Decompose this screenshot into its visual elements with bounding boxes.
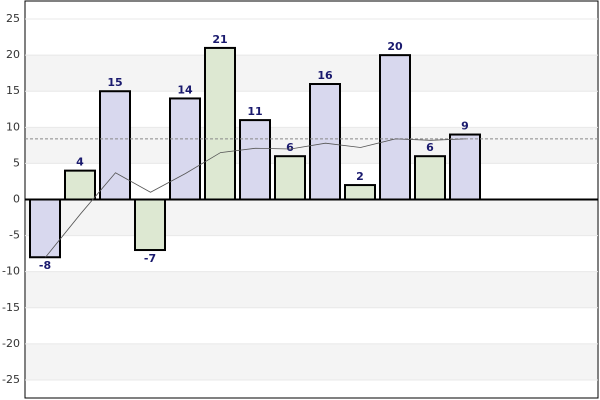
y-tick-label: 0 — [13, 193, 20, 206]
y-tick-label: 20 — [6, 48, 20, 61]
value-label: 4 — [76, 156, 84, 169]
value-label: 21 — [212, 33, 227, 46]
y-tick-label: 10 — [6, 120, 20, 133]
value-label: 15 — [107, 76, 122, 89]
bar — [274, 155, 306, 201]
y-tick-label: -25 — [2, 373, 20, 386]
grid-band — [26, 199, 597, 236]
y-tick-label: -5 — [9, 229, 20, 242]
value-label: -7 — [144, 252, 156, 265]
bar — [64, 169, 96, 201]
value-label: 16 — [317, 69, 333, 82]
grid-band — [26, 271, 597, 308]
bar — [204, 46, 236, 201]
y-tick-label: 15 — [6, 84, 20, 97]
running-line — [45, 138, 466, 258]
y-tick-label: -15 — [2, 301, 20, 314]
bar — [449, 133, 481, 201]
y-tick-label: -20 — [2, 337, 20, 350]
bar — [134, 198, 166, 252]
value-label: -8 — [39, 259, 51, 272]
bar — [29, 198, 61, 259]
value-label: 20 — [387, 40, 403, 53]
bar — [169, 97, 201, 201]
bar — [414, 155, 446, 201]
bar — [309, 83, 341, 201]
bar — [99, 90, 131, 201]
y-tick-label: -10 — [2, 265, 20, 278]
value-label: 11 — [247, 105, 262, 118]
value-label: 6 — [426, 141, 434, 154]
y-tick-label: 25 — [6, 12, 20, 25]
value-label: 6 — [286, 141, 294, 154]
value-label: 2 — [356, 170, 364, 183]
bar — [379, 54, 411, 201]
bar — [344, 184, 376, 201]
y-tick-label: 5 — [13, 156, 20, 169]
value-label: 14 — [177, 83, 193, 96]
grid-band — [26, 343, 597, 380]
value-label: 9 — [461, 120, 469, 133]
bar — [239, 119, 271, 201]
